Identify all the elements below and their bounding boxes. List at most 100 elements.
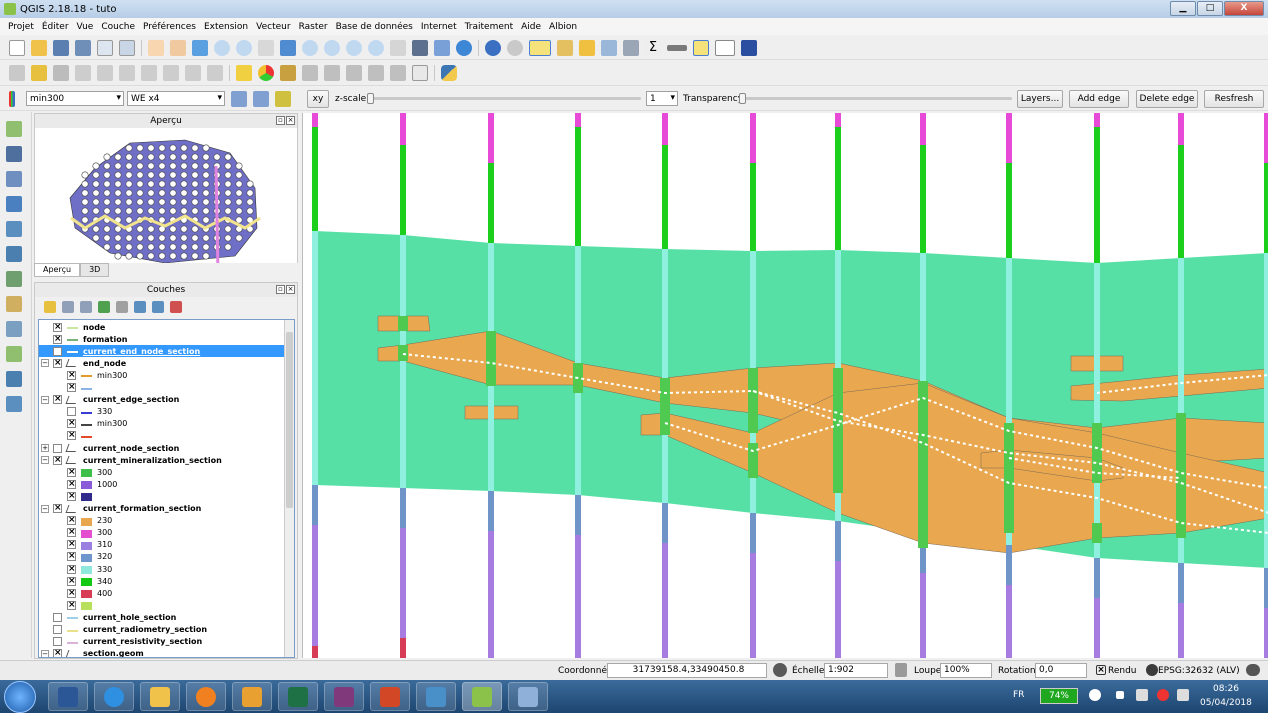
layer-row[interactable]: × 310 — [39, 539, 285, 551]
pan-to-selection-icon[interactable] — [192, 39, 208, 56]
menu-albion[interactable]: Albion — [549, 21, 578, 32]
layer-row[interactable]: × formation — [39, 333, 285, 345]
expand-toggle-icon[interactable]: − — [41, 456, 49, 465]
layer-row[interactable]: × 330 — [39, 563, 285, 575]
tab-3d[interactable]: 3D — [80, 263, 110, 277]
expand-all-icon[interactable] — [134, 301, 146, 313]
volume-muted-icon[interactable] — [1157, 689, 1169, 701]
map-tips-icon[interactable] — [693, 39, 709, 56]
layer-visibility-checkbox[interactable]: × — [53, 321, 62, 332]
tray-app-icon[interactable] — [1089, 689, 1101, 701]
new-print-composer-icon[interactable] — [97, 39, 113, 56]
menu-vecteur[interactable]: Vecteur — [256, 21, 291, 32]
show-hidden-icons-icon[interactable] — [1116, 691, 1124, 699]
statistics-sigma-icon[interactable]: Σ — [645, 39, 661, 56]
filter-legend-icon[interactable] — [98, 301, 110, 313]
layer-row[interactable]: 330 — [39, 406, 285, 418]
layer-row[interactable]: current_hole_section — [39, 611, 285, 623]
new-shapefile-icon[interactable] — [6, 296, 22, 312]
new-project-icon[interactable] — [9, 39, 25, 56]
layer-row[interactable]: × min300 — [39, 418, 285, 430]
layer-visibility-checkbox[interactable]: × — [67, 369, 76, 380]
add-oracle-layer-icon[interactable] — [6, 371, 22, 387]
refresh-icon[interactable] — [456, 39, 472, 56]
menu-traitement[interactable]: Traitement — [464, 21, 514, 32]
layer-visibility-checkbox[interactable]: × — [53, 648, 62, 658]
delete-edge-button[interactable]: Delete edge — [1136, 90, 1198, 108]
map-canvas[interactable] — [302, 113, 1268, 658]
style-manager-icon[interactable] — [44, 301, 56, 313]
add-edge-button[interactable]: Add edge — [1069, 90, 1129, 108]
cross-section-view[interactable] — [303, 113, 1268, 658]
menu-extension[interactable]: Extension — [203, 21, 249, 32]
layer-row[interactable]: × 300 — [39, 527, 285, 539]
layer-visibility-checkbox[interactable]: × — [67, 587, 76, 598]
zoom-selection-icon[interactable] — [302, 39, 318, 56]
layer-visibility-checkbox[interactable]: × — [53, 394, 62, 405]
layer-row[interactable]: × 320 — [39, 551, 285, 563]
layer-visibility-checkbox[interactable] — [67, 407, 76, 417]
layer-row[interactable]: − × end_node — [39, 357, 285, 369]
section-combo[interactable]: WE x4 — [127, 91, 225, 106]
layers-scrollbar[interactable] — [284, 320, 294, 657]
text-annotation-icon[interactable] — [715, 39, 735, 56]
zoom-next-icon[interactable] — [368, 39, 384, 56]
add-feature-icon[interactable] — [75, 65, 91, 81]
power-icon[interactable] — [1177, 689, 1189, 701]
layer-row[interactable]: × — [39, 430, 285, 442]
add-postgis-layer-icon[interactable] — [6, 196, 22, 212]
taskbar-outlook[interactable] — [232, 682, 272, 711]
layer-row[interactable]: − × current_formation_section — [39, 503, 285, 515]
expand-toggle-icon[interactable]: − — [41, 395, 49, 404]
zoom-full-icon[interactable] — [280, 39, 296, 56]
close-icon[interactable]: X — [1224, 1, 1264, 16]
transparency-slider-handle[interactable] — [739, 93, 746, 104]
layer-row[interactable]: × 340 — [39, 575, 285, 587]
taskbar-file-explorer[interactable] — [140, 682, 180, 711]
layer-visibility-checkbox[interactable]: × — [53, 454, 62, 465]
layer-visibility-checkbox[interactable]: × — [53, 333, 62, 344]
menu-vue[interactable]: Vue — [76, 21, 94, 32]
taskbar-qgis[interactable] — [462, 682, 502, 711]
menu-internet[interactable]: Internet — [420, 21, 457, 32]
layer-visibility-checkbox[interactable]: × — [53, 357, 62, 368]
expand-toggle-icon[interactable]: + — [41, 444, 49, 452]
previous-section-icon[interactable] — [231, 90, 247, 107]
layer-row[interactable]: × — [39, 382, 285, 394]
line-from-selection-icon[interactable] — [275, 90, 291, 107]
clock-date[interactable]: 05/04/2018 — [1200, 698, 1252, 708]
zscale-spinbox[interactable]: 1 — [646, 91, 678, 106]
layer-row[interactable]: × 230 — [39, 515, 285, 527]
xy-button[interactable]: xy — [307, 90, 329, 108]
menu-base-de-donnees[interactable]: Base de données — [335, 21, 413, 32]
select-by-value-icon[interactable] — [557, 39, 573, 56]
render-checkbox[interactable]: × — [1096, 665, 1106, 675]
field-calculator-icon[interactable] — [623, 39, 639, 56]
remove-layer-icon[interactable] — [170, 301, 182, 313]
layer-visibility-checkbox[interactable]: × — [67, 551, 76, 562]
expand-toggle-icon[interactable]: − — [41, 504, 49, 513]
layer-visibility-checkbox[interactable]: × — [67, 478, 76, 489]
edits-icon[interactable] — [9, 65, 25, 81]
next-section-icon[interactable] — [253, 90, 269, 107]
label-style-icon[interactable] — [280, 65, 296, 81]
tab-apercu[interactable]: Aperçu — [34, 263, 81, 277]
manage-visibility-icon[interactable] — [80, 301, 92, 313]
float-panel-icon[interactable]: ▫ — [276, 285, 285, 294]
zoom-layer-icon[interactable] — [324, 39, 340, 56]
open-project-icon[interactable] — [31, 39, 47, 56]
add-db2-layer-icon[interactable] — [6, 396, 22, 412]
layer-visibility-checkbox[interactable]: × — [67, 515, 76, 526]
layer-visibility-checkbox[interactable] — [53, 637, 62, 647]
copy-features-icon[interactable] — [185, 65, 201, 81]
zoom-native-icon[interactable] — [258, 39, 274, 56]
delete-selected-icon[interactable] — [141, 65, 157, 81]
attribute-table-icon[interactable] — [601, 39, 617, 56]
add-wms-layer-icon[interactable] — [6, 246, 22, 262]
mouse-coordinate-icon[interactable] — [773, 663, 787, 677]
layer-visibility-checkbox[interactable]: × — [67, 539, 76, 550]
layer-row[interactable]: − × current_mineralization_section — [39, 454, 285, 466]
transparency-slider[interactable] — [739, 93, 1012, 104]
move-label-icon[interactable] — [346, 65, 362, 81]
composer-manager-icon[interactable] — [119, 39, 135, 56]
